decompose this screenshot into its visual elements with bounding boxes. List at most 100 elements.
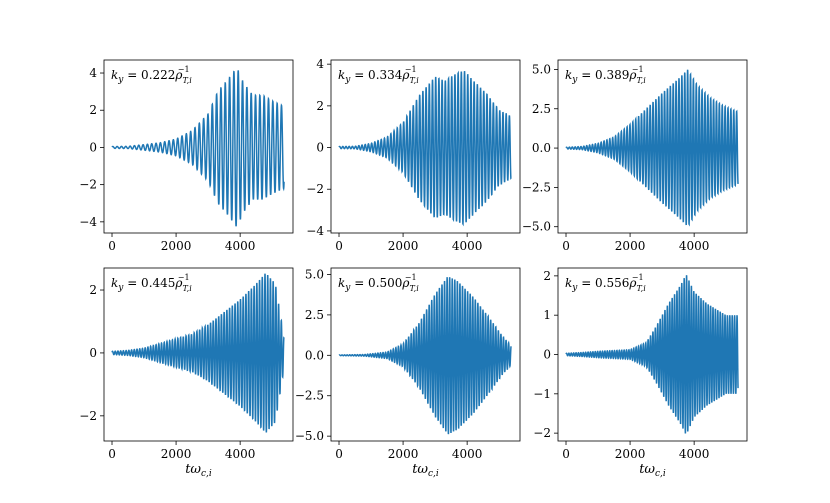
x-axis-label-main: tω <box>185 462 201 477</box>
y-tick-label: 0.0 <box>532 141 551 155</box>
rho-symbol: ρ <box>174 68 182 82</box>
rho-symbol: ρ <box>401 276 409 290</box>
ky-value: = 0.500 <box>350 276 402 290</box>
rho-subscript: T,i <box>636 284 646 293</box>
y-tick-label: 2.5 <box>305 308 324 322</box>
y-tick-label: 0 <box>89 140 97 154</box>
x-tick-label: 0 <box>335 447 343 461</box>
ky-value: = 0.445 <box>123 276 175 290</box>
x-tick-label: 2000 <box>161 239 192 253</box>
x-axis-label: tωc,i <box>185 462 212 479</box>
x-axis-label-subscript: c,i <box>428 469 439 479</box>
rho-superscript: −1 <box>632 65 644 74</box>
signal-line <box>565 69 739 227</box>
y-tick-label: 0.0 <box>305 348 324 362</box>
y-tick-label: 5.0 <box>532 62 551 76</box>
rho-subscript: T,i <box>636 76 646 85</box>
rho-symbol: ρ <box>628 68 636 82</box>
rho-subscript: T,i <box>409 76 419 85</box>
subplot-5: 0 2000 4000 −5.0 −2.5 0.0 2.5 5.0 ky = 0.500ρT,i… <box>295 267 521 479</box>
rho-symbol: ρ <box>401 68 409 82</box>
signal-line <box>565 275 739 434</box>
x-axis-label-main: tω <box>639 462 655 477</box>
y-tick-label: −5.0 <box>522 220 551 234</box>
rho-subscript: T,i <box>182 284 192 293</box>
ky-value: = 0.222 <box>123 68 175 82</box>
ky-subscript: y <box>344 75 351 85</box>
ky-symbol: k <box>565 276 572 290</box>
x-tick-label: 0 <box>335 239 343 253</box>
x-tick-label: 2000 <box>615 239 646 253</box>
y-tick-label: 4 <box>316 57 324 71</box>
ky-subscript: y <box>117 283 124 293</box>
axes-frame <box>330 267 521 442</box>
y-tick-label: −2 <box>79 178 97 192</box>
y-tick-label: −2 <box>533 426 551 440</box>
axes-frame <box>103 267 294 442</box>
y-tick-label: −4 <box>79 215 97 229</box>
x-tick-label: 0 <box>562 239 570 253</box>
x-tick-label: 2000 <box>615 447 646 461</box>
x-axis-label: tωc,i <box>639 462 666 479</box>
subplot-6: 0 2000 4000 −2 −1 0 1 2ky = 0.556ρT,i −1 tωc,i <box>533 267 748 479</box>
y-tick-label: 1 <box>543 308 551 322</box>
axes-frame <box>330 59 521 234</box>
ky-subscript: y <box>117 75 124 85</box>
rho-subscript: T,i <box>182 76 192 85</box>
subplot-1: 0 2000 4000 −4 −2 0 2 4 ky = 0.222ρT,i −1 <box>79 59 294 253</box>
y-tick-label: −2.5 <box>522 180 551 194</box>
axes-frame <box>557 59 748 234</box>
subplot-3: 0 2000 4000 −5.0 −2.5 0.0 2.5 5.0 ky = 0.389ρT,i… <box>522 59 748 253</box>
y-tick-label: 2 <box>316 99 324 113</box>
y-tick-label: 2 <box>543 269 551 283</box>
y-tick-label: 4 <box>89 66 97 80</box>
x-tick-label: 0 <box>562 447 570 461</box>
y-tick-label: 0 <box>89 346 97 360</box>
ky-subscript: y <box>344 283 351 293</box>
ky-annotation: ky = 0.222ρT,i −1 <box>111 65 192 85</box>
rho-superscript: −1 <box>405 65 417 74</box>
y-tick-label: 0 <box>316 141 324 155</box>
ky-subscript: y <box>571 75 578 85</box>
y-tick-label: −2 <box>79 409 97 423</box>
x-tick-label: 4000 <box>225 239 256 253</box>
ky-symbol: k <box>338 276 345 290</box>
signal-line <box>111 70 285 227</box>
x-tick-label: 0 <box>108 239 116 253</box>
ky-annotation: ky = 0.500ρT,i −1 <box>338 273 419 293</box>
y-tick-label: −5.0 <box>295 429 324 443</box>
y-tick-label: 2.5 <box>532 102 551 116</box>
x-tick-label: 2000 <box>388 239 419 253</box>
y-tick-label: 5.0 <box>305 267 324 281</box>
ky-annotation: ky = 0.556ρT,i −1 <box>565 273 646 293</box>
x-axis-label-subscript: c,i <box>201 469 212 479</box>
subplot-2: 0 2000 4000 −4 −2 0 2 4ky = 0.334ρT,i −1 <box>306 57 521 253</box>
signal-line <box>111 273 285 433</box>
axes-frame <box>103 59 294 234</box>
y-tick-label: −2.5 <box>295 389 324 403</box>
x-tick-label: 2000 <box>388 447 419 461</box>
ky-annotation: ky = 0.389ρT,i −1 <box>565 65 646 85</box>
rho-symbol: ρ <box>628 276 636 290</box>
ky-value: = 0.334 <box>350 68 402 82</box>
x-axis-label-main: tω <box>412 462 428 477</box>
signal-line <box>338 277 512 435</box>
x-axis-label-subscript: c,i <box>655 469 666 479</box>
signal-line <box>338 70 512 227</box>
ky-annotation: ky = 0.334ρT,i −1 <box>338 65 419 85</box>
rho-superscript: −1 <box>405 273 417 282</box>
ky-symbol: k <box>111 68 118 82</box>
rho-superscript: −1 <box>178 65 190 74</box>
ky-symbol: k <box>338 68 345 82</box>
x-tick-label: 4000 <box>452 447 483 461</box>
x-tick-label: 4000 <box>452 239 483 253</box>
y-tick-label: −4 <box>306 224 324 238</box>
rho-superscript: −1 <box>632 273 644 282</box>
x-tick-label: 4000 <box>679 239 710 253</box>
ky-subscript: y <box>571 283 578 293</box>
y-tick-label: −2 <box>306 182 324 196</box>
x-tick-label: 2000 <box>161 447 192 461</box>
x-tick-label: 4000 <box>225 447 256 461</box>
